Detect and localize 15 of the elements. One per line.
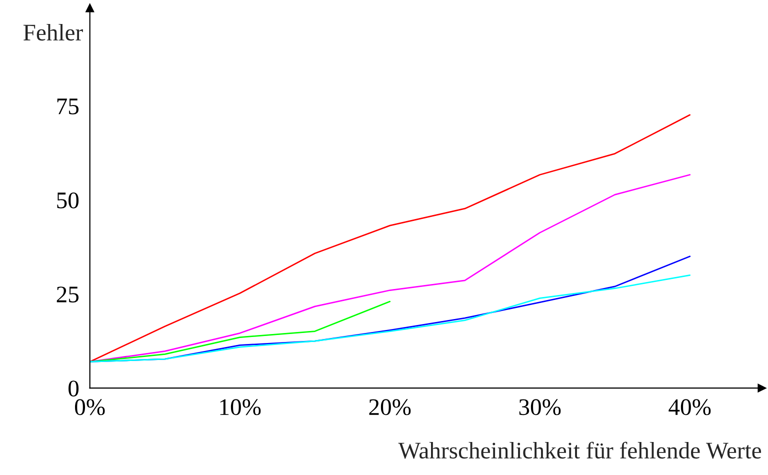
y-tick-label: 50 (57, 192, 79, 208)
line-series (90, 274, 691, 362)
x-axis-title: Wahrscheinlichkeit für fehlende Werte (398, 442, 762, 459)
line-series (90, 114, 691, 362)
y-tick-label: 25 (56, 286, 79, 302)
line-series (90, 174, 691, 362)
y-tick-label: 0 (68, 380, 79, 396)
x-tick-label: 20% (369, 399, 411, 416)
y-tick-label: 75 (57, 98, 79, 114)
x-tick-label: 30% (519, 399, 561, 416)
y-axis-title: Fehler (23, 24, 83, 41)
x-tick-label: 40% (668, 399, 711, 416)
x-tick-label: 0% (75, 399, 105, 416)
x-tick-label: 10% (220, 399, 261, 416)
line-series (90, 300, 391, 362)
